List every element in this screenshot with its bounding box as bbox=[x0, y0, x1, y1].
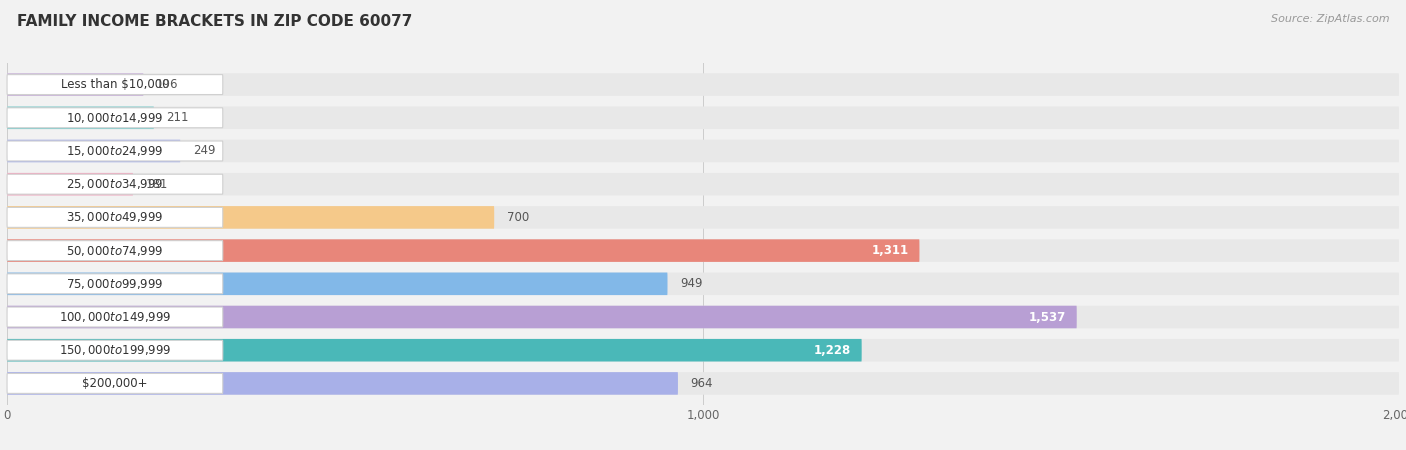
FancyBboxPatch shape bbox=[7, 206, 495, 229]
FancyBboxPatch shape bbox=[7, 307, 222, 327]
Text: $15,000 to $24,999: $15,000 to $24,999 bbox=[66, 144, 163, 158]
Text: $50,000 to $74,999: $50,000 to $74,999 bbox=[66, 243, 163, 257]
FancyBboxPatch shape bbox=[7, 75, 222, 94]
FancyBboxPatch shape bbox=[7, 173, 1399, 195]
Text: Less than $10,000: Less than $10,000 bbox=[60, 78, 169, 91]
Text: FAMILY INCOME BRACKETS IN ZIP CODE 60077: FAMILY INCOME BRACKETS IN ZIP CODE 60077 bbox=[17, 14, 412, 28]
FancyBboxPatch shape bbox=[7, 73, 143, 96]
FancyBboxPatch shape bbox=[7, 241, 222, 261]
Text: $75,000 to $99,999: $75,000 to $99,999 bbox=[66, 277, 163, 291]
FancyBboxPatch shape bbox=[7, 140, 1399, 162]
Text: 1,537: 1,537 bbox=[1029, 310, 1066, 324]
FancyBboxPatch shape bbox=[7, 239, 1399, 262]
FancyBboxPatch shape bbox=[7, 174, 222, 194]
Text: $25,000 to $34,999: $25,000 to $34,999 bbox=[66, 177, 163, 191]
Text: 196: 196 bbox=[156, 78, 179, 91]
FancyBboxPatch shape bbox=[7, 372, 1399, 395]
Text: $100,000 to $149,999: $100,000 to $149,999 bbox=[59, 310, 172, 324]
Text: $200,000+: $200,000+ bbox=[82, 377, 148, 390]
FancyBboxPatch shape bbox=[7, 107, 153, 129]
Text: $35,000 to $49,999: $35,000 to $49,999 bbox=[66, 211, 163, 225]
FancyBboxPatch shape bbox=[7, 306, 1399, 328]
FancyBboxPatch shape bbox=[7, 339, 862, 361]
FancyBboxPatch shape bbox=[7, 274, 222, 294]
FancyBboxPatch shape bbox=[7, 108, 222, 128]
Text: 249: 249 bbox=[193, 144, 215, 158]
FancyBboxPatch shape bbox=[7, 107, 1399, 129]
Text: Source: ZipAtlas.com: Source: ZipAtlas.com bbox=[1271, 14, 1389, 23]
FancyBboxPatch shape bbox=[7, 207, 222, 227]
FancyBboxPatch shape bbox=[7, 206, 1399, 229]
Text: $10,000 to $14,999: $10,000 to $14,999 bbox=[66, 111, 163, 125]
FancyBboxPatch shape bbox=[7, 339, 1399, 361]
Text: 964: 964 bbox=[690, 377, 713, 390]
Text: $150,000 to $199,999: $150,000 to $199,999 bbox=[59, 343, 172, 357]
FancyBboxPatch shape bbox=[7, 374, 222, 393]
Text: 700: 700 bbox=[506, 211, 529, 224]
FancyBboxPatch shape bbox=[7, 340, 222, 360]
Text: 1,311: 1,311 bbox=[872, 244, 910, 257]
FancyBboxPatch shape bbox=[7, 73, 1399, 96]
FancyBboxPatch shape bbox=[7, 372, 678, 395]
FancyBboxPatch shape bbox=[7, 239, 920, 262]
FancyBboxPatch shape bbox=[7, 173, 134, 195]
Text: 211: 211 bbox=[166, 111, 188, 124]
FancyBboxPatch shape bbox=[7, 140, 180, 162]
FancyBboxPatch shape bbox=[7, 306, 1077, 328]
Text: 949: 949 bbox=[681, 277, 703, 290]
FancyBboxPatch shape bbox=[7, 273, 668, 295]
FancyBboxPatch shape bbox=[7, 273, 1399, 295]
FancyBboxPatch shape bbox=[7, 141, 222, 161]
Text: 1,228: 1,228 bbox=[814, 344, 851, 357]
Text: 181: 181 bbox=[146, 178, 167, 191]
